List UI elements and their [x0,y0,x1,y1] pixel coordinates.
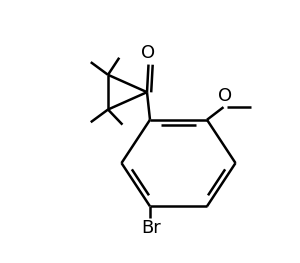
Text: Br: Br [142,220,161,237]
Text: O: O [141,44,156,62]
Text: O: O [218,87,232,104]
